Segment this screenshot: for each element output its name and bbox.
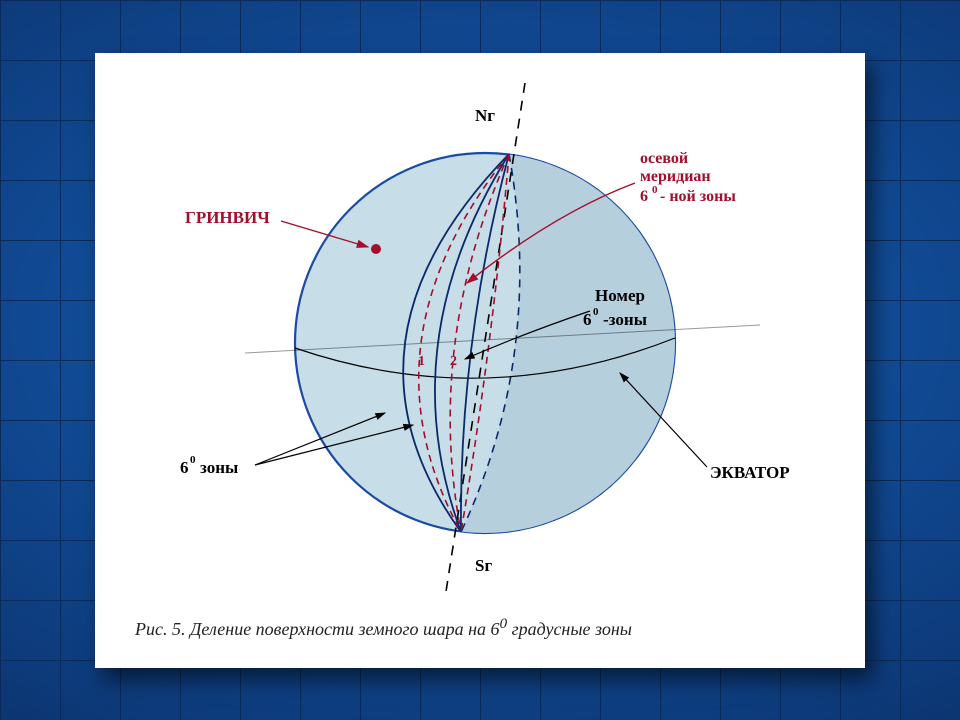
label-zone-num-l2sup: 0: [593, 306, 599, 318]
caption-sup: 0: [500, 616, 508, 632]
label-axial-l2: меридиан: [640, 168, 711, 185]
zone-digit-2: 2: [450, 354, 457, 369]
label-zone-num-l1: Номер: [595, 286, 645, 305]
label-six-deg-b: зоны: [200, 458, 238, 477]
greenwich-dot: [371, 244, 381, 254]
label-north: Nг: [475, 106, 495, 125]
label-six-deg-sup: 0: [190, 454, 196, 466]
label-greenwich: ГРИНВИЧ: [185, 208, 270, 227]
label-axial-l3b: - ной зоны: [660, 188, 736, 205]
label-axial-l1: осевой: [640, 150, 688, 167]
globe-diagram-svg: 1 2 Nг Sг ГРИНВИЧ осевой меридиан 6 0 - …: [95, 53, 865, 613]
figure-caption: Рис. 5. Деление поверхности земного шара…: [135, 616, 632, 640]
label-axial-l3a: 6: [640, 188, 648, 205]
label-six-deg-a: 6: [180, 458, 189, 477]
caption-suffix: градусные зоны: [507, 619, 632, 639]
zone-digit-1: 1: [418, 354, 425, 369]
diagram-panel: 1 2 Nг Sг ГРИНВИЧ осевой меридиан 6 0 - …: [95, 53, 865, 668]
caption-prefix: Рис. 5. Деление поверхности земного шара…: [135, 619, 500, 639]
label-axial-l3sup: 0: [652, 184, 658, 196]
label-zone-num-l2b: -зоны: [603, 310, 647, 329]
label-south: Sг: [475, 556, 492, 575]
label-equator: ЭКВАТОР: [710, 463, 790, 482]
label-zone-num-l2a: 6: [583, 310, 592, 329]
